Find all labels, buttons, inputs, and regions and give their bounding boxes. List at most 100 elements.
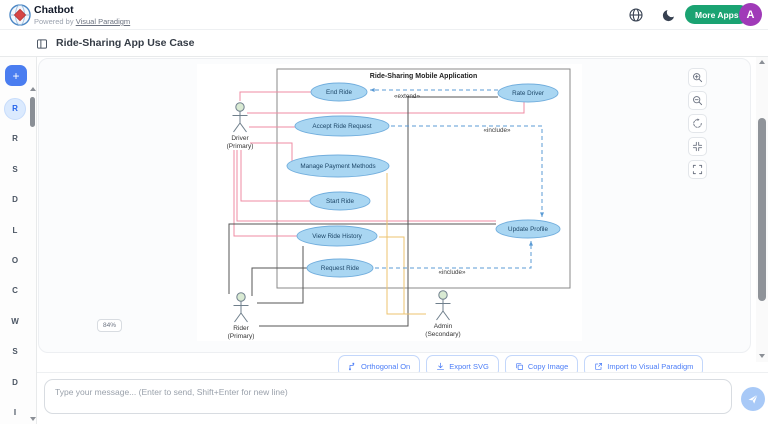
visual-paradigm-logo-icon [9,4,31,26]
visual-paradigm-link[interactable]: Visual Paradigm [75,17,131,26]
orthogonal-icon [349,362,355,370]
reset-button[interactable] [688,114,707,133]
association-driver-start-ride [240,150,310,202]
page-scroll-down-icon[interactable] [756,354,768,358]
external-icon [595,362,603,370]
association-rider-request-ride [251,267,307,296]
association-rider-view-ride-history [257,246,304,304]
svg-text:Admin: Admin [434,323,453,330]
chat-bar [0,372,768,424]
stereotype-label: «include» [439,269,466,276]
fullscreen-icon [692,164,703,175]
svg-text:Update Profile: Update Profile [508,226,548,233]
association-rider-rate-driver [259,96,498,327]
reset-icon [693,118,702,128]
zoom-in-button[interactable] [688,68,707,87]
message-input[interactable] [44,379,732,414]
send-plane-icon [748,394,758,404]
arrowhead-icon [370,87,375,93]
actor-rider[interactable]: Rider(Primary) [228,292,255,340]
top-header: Chatbot Powered by Visual Paradigm More … [0,0,768,30]
usecase-start-ride[interactable]: Start Ride [309,191,371,211]
association-admin-manage-payment-methods [386,173,426,315]
arrowhead-icon [528,241,534,246]
sidebar-scroll-thumb[interactable] [30,97,35,127]
sidebar-item-i-10[interactable]: I [13,408,17,417]
sidebar-item-o-5[interactable]: O [11,256,19,265]
dependency-request-ride-update-profile [375,241,532,269]
sub-header: Ride-Sharing App Use Case [0,30,768,57]
avatar[interactable]: A [739,3,762,26]
sidebar-scroll-down-icon[interactable] [29,417,36,421]
svg-text:Rate Driver: Rate Driver [512,90,544,97]
stereotype-label: «extend» [394,93,420,100]
send-button[interactable] [741,387,765,411]
dark-mode-moon-icon[interactable] [661,7,677,23]
dependency-accept-ride-request-update-profile [391,125,543,217]
zoom-out-button[interactable] [688,91,707,110]
sidebar-toggle-icon[interactable] [36,38,48,50]
association-driver-update-profile [236,150,496,222]
arrowhead-icon [539,212,545,217]
usecase-rate-driver[interactable]: Rate Driver [497,83,559,103]
language-globe-icon[interactable] [628,7,644,23]
powered-by: Powered by Visual Paradigm [34,17,131,26]
more-apps-button[interactable]: More Apps [685,5,749,24]
svg-text:(Secondary): (Secondary) [425,331,460,338]
sidebar-item-w-7[interactable]: W [11,316,19,326]
zoom-level-badge: 84% [97,319,123,332]
actor-admin[interactable]: Admin(Secondary) [425,290,461,338]
sidebar-item-r-1[interactable]: R [12,134,18,144]
fit-button[interactable] [688,137,707,156]
svg-text:Rider: Rider [233,325,249,332]
zoom-out-icon [693,96,703,106]
page-scrollbar[interactable] [756,57,768,362]
association-admin-view-ride-history [379,236,405,314]
page-title: Ride-Sharing App Use Case [56,37,195,49]
svg-text:Manage Payment Methods: Manage Payment Methods [300,163,375,170]
zoom-controls [688,68,707,179]
sidebar-item-s-2[interactable]: S [12,164,18,174]
page-scroll-thumb[interactable] [758,118,766,301]
system-boundary[interactable] [276,68,571,289]
page-scroll-up-icon[interactable] [756,60,768,64]
new-chat-button[interactable]: + [5,65,27,86]
sidebar-item-c-6[interactable]: C [12,286,18,296]
svg-text:View Ride History: View Ride History [312,233,362,240]
sidebar-item-l-4[interactable]: L [12,225,18,235]
sidebar-item-d-3[interactable]: D [12,195,18,205]
svg-text:End Ride: End Ride [326,89,352,96]
association-driver-rate-driver [247,102,525,114]
sidebar-item-d-9[interactable]: D [12,377,18,387]
usecase-view-ride-history[interactable]: View Ride History [296,225,378,247]
association-driver-view-ride-history [233,150,297,237]
usecase-update-profile[interactable]: Update Profile [495,219,561,239]
svg-text:(Primary): (Primary) [227,143,254,150]
app-title: Chatbot [34,4,74,16]
stereotype-label: «include» [484,127,511,134]
usecase-accept-ride-request[interactable]: Accept Ride Request [294,115,390,137]
usecase-end-ride[interactable]: End Ride [310,82,368,102]
fit-icon [692,141,703,152]
svg-text:Start Ride: Start Ride [326,198,354,205]
sidebar-item-s-8[interactable]: S [12,347,18,357]
svg-text:(Primary): (Primary) [228,333,255,340]
download-icon [437,362,445,370]
diagram-actions: Orthogonal On Export SVG Copy Image Import … [338,355,704,377]
zoom-in-icon [693,73,703,83]
usecase-manage-payment-methods[interactable]: Manage Payment Methods [286,154,390,178]
association-rider-update-profile [228,223,496,294]
actor-driver[interactable]: Driver(Primary) [227,102,254,150]
svg-text:Request Ride: Request Ride [321,265,360,272]
copy-icon [516,362,523,370]
association-driver-end-ride [239,91,311,101]
system-boundary-title: Ride-Sharing Mobile Application [370,73,477,80]
sidebar-scrollbar[interactable] [29,87,36,421]
usecase-diagram[interactable]: Ride-Sharing Mobile Application «extend» «… [197,64,582,341]
sidebar-item-r-0[interactable]: R [4,98,26,120]
sidebar-scroll-up-icon[interactable] [29,87,36,91]
usecase-request-ride[interactable]: Request Ride [306,258,374,278]
fullscreen-button[interactable] [688,160,707,179]
svg-text:Accept Ride Request: Accept Ride Request [312,123,371,130]
